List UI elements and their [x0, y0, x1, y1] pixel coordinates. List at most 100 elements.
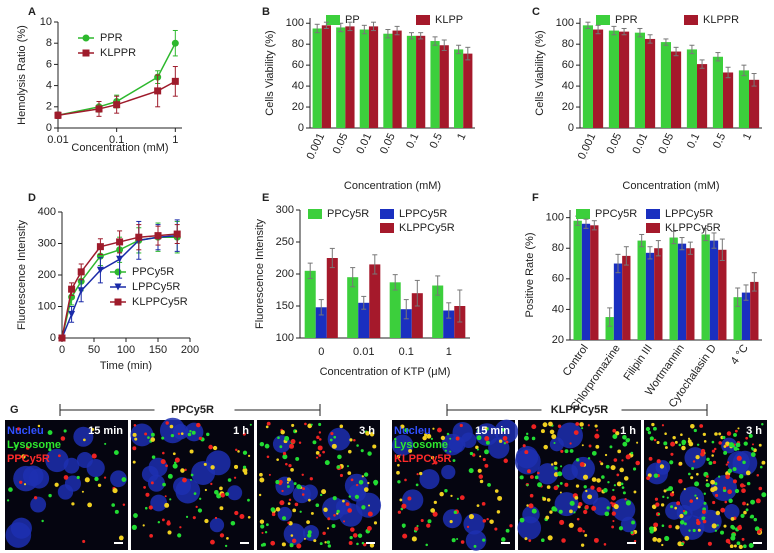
x-axis-label: Concentration (mM): [622, 180, 719, 192]
time-label: 1 h: [233, 425, 249, 437]
speck: [584, 533, 588, 537]
error-bar: [392, 274, 398, 291]
speck: [703, 492, 707, 495]
error-bar: [456, 44, 462, 55]
speck: [687, 472, 691, 476]
speck: [214, 516, 218, 520]
y-tick-label: 6: [46, 58, 52, 70]
speck: [318, 431, 322, 434]
speck: [603, 543, 607, 546]
error-bar: [719, 238, 725, 261]
speck: [444, 449, 447, 452]
speck: [292, 508, 297, 513]
error-bar: [323, 21, 329, 29]
x-tick-label: 0.05: [656, 131, 676, 155]
speck: [185, 515, 189, 518]
speck: [711, 440, 715, 444]
y-tick-label: 250: [276, 236, 294, 248]
marker: [113, 101, 121, 109]
speck: [466, 525, 470, 528]
nucleus: [536, 463, 559, 485]
speck: [225, 492, 230, 496]
speck: [657, 512, 661, 516]
speck: [728, 442, 735, 448]
error-bar: [715, 52, 721, 62]
speck: [594, 424, 598, 428]
error-bar: [372, 254, 378, 275]
speck: [189, 478, 193, 481]
speck: [678, 479, 683, 484]
speck: [169, 424, 174, 429]
legend-swatch: [380, 223, 394, 233]
error-bar: [687, 241, 693, 255]
speck: [247, 515, 251, 519]
speck: [402, 526, 405, 529]
y-axis-label: Hemolysis Ratio (%): [16, 25, 28, 125]
speck: [289, 443, 295, 449]
x-tick-label: 1: [446, 346, 452, 358]
speck: [486, 517, 489, 521]
speck: [612, 428, 617, 433]
speck: [612, 488, 615, 492]
speck: [601, 475, 605, 479]
speck: [615, 431, 620, 436]
speck: [730, 524, 735, 529]
speck: [524, 537, 528, 541]
speck: [373, 482, 378, 486]
speck: [214, 489, 219, 495]
speck: [162, 482, 166, 487]
speck: [259, 477, 265, 483]
speck: [309, 477, 313, 481]
y-tick-label: 150: [276, 300, 294, 312]
bar: [581, 223, 591, 340]
speck: [531, 424, 537, 430]
speck: [497, 495, 503, 501]
time-label: 15 min: [475, 425, 510, 437]
speck: [534, 475, 539, 480]
bar: [463, 53, 473, 128]
speck: [761, 460, 766, 465]
speck: [286, 481, 289, 484]
speck: [670, 441, 676, 447]
speck: [583, 485, 587, 489]
bar: [660, 42, 671, 128]
speck: [591, 505, 597, 511]
bar: [741, 292, 751, 340]
speck: [604, 511, 610, 517]
marker: [116, 255, 124, 263]
speck: [743, 510, 747, 515]
speck: [369, 543, 375, 548]
speck: [455, 436, 460, 441]
x-tick-label: 0.5: [428, 131, 445, 150]
speck: [282, 451, 287, 456]
error-bar: [329, 247, 335, 269]
speck: [242, 432, 246, 436]
speck: [204, 488, 207, 492]
bar: [590, 225, 599, 340]
speck: [501, 428, 505, 432]
speck: [603, 488, 608, 493]
speck: [235, 448, 238, 452]
speck: [361, 475, 364, 478]
error-bar: [585, 21, 591, 29]
speck: [742, 501, 746, 506]
speck: [734, 429, 738, 433]
bar: [383, 33, 393, 128]
speck: [740, 513, 745, 518]
speck: [345, 502, 350, 507]
bar: [389, 282, 401, 338]
bar: [709, 240, 719, 340]
speck: [439, 491, 444, 497]
bar: [347, 277, 359, 338]
bar: [637, 240, 646, 340]
nucleus: [724, 504, 740, 520]
nucleus: [494, 419, 519, 444]
scale-bar: [240, 542, 249, 544]
speck: [543, 444, 548, 450]
speck: [625, 454, 631, 460]
speck: [315, 503, 320, 508]
error-bar: [663, 38, 669, 46]
speck: [759, 465, 763, 469]
speck: [663, 441, 668, 446]
speck: [690, 476, 694, 480]
